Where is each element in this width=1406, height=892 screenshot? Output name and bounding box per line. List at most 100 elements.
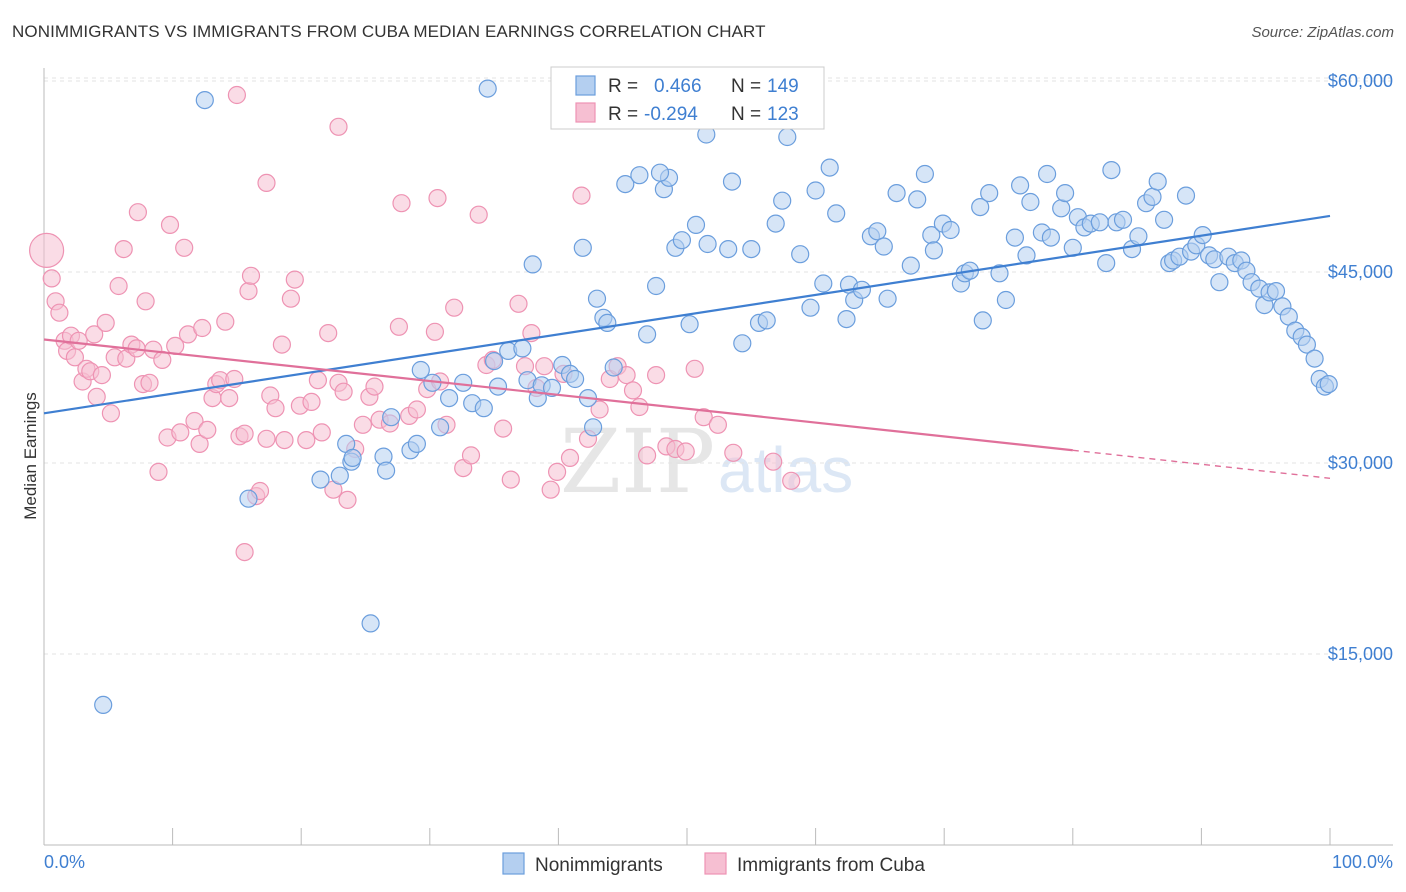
y-axis-title: Median Earnings	[21, 392, 40, 520]
cuba-immigrant-point	[329, 117, 348, 136]
nonimmigrant-point	[887, 184, 906, 203]
nonimmigrant-point	[971, 198, 990, 217]
nonimmigrant-point	[573, 238, 592, 257]
nonimmigrant-point	[604, 358, 623, 377]
nonimmigrant-point	[1005, 228, 1025, 247]
trend-lines	[43, 214, 1331, 479]
nonimmigrant-point	[1021, 192, 1040, 212]
nonimmigrant-point	[361, 614, 380, 633]
nonimmigrant-point	[1113, 210, 1133, 229]
nonimmigrant-point	[411, 360, 430, 380]
nonimmigrant-point	[1041, 228, 1061, 247]
nonimmigrant-point	[523, 255, 542, 274]
y-tick-label: $15,000	[1328, 644, 1393, 664]
cuba-immigrant-point	[235, 424, 254, 443]
cuba-immigrant-point	[407, 400, 426, 419]
cuba-immigrant-point	[42, 269, 61, 288]
nonimmigrant-point	[239, 489, 258, 508]
nonimmigrant-point	[698, 234, 717, 254]
cuba-immigrant-point	[297, 431, 316, 450]
nonimmigrant-point	[778, 127, 797, 147]
nonimmigrant-point	[474, 399, 493, 418]
nonimmigrant-point	[801, 298, 820, 317]
cuba-immigrant-point	[185, 411, 204, 431]
nonimmigrant-point	[377, 461, 396, 480]
cuba-immigrant-point	[572, 186, 591, 205]
nonimmigrant-point	[868, 222, 887, 241]
nonimmigrants-trend-line	[43, 214, 1331, 415]
nonimmigrant-point	[343, 448, 362, 467]
x-axis-ticks	[43, 828, 1331, 845]
cuba-immigrant-point	[425, 322, 444, 341]
cuba-immigrant-point	[319, 324, 338, 343]
cuba-immigrant-point	[257, 173, 276, 192]
cuba-immigrant-point	[136, 292, 155, 311]
nonimmigrant-point	[646, 276, 666, 296]
nonimmigrant-point	[766, 214, 785, 233]
nonimmigrant-point	[587, 289, 607, 308]
nonimmigrant-point	[407, 434, 426, 453]
nonimmigrant-point	[996, 290, 1016, 310]
nonimmigrant-point	[311, 470, 330, 489]
legend-r-value-1: 0.466	[654, 76, 702, 97]
nonimmigrant-point	[616, 175, 635, 194]
cuba-immigrant-point	[257, 429, 276, 448]
cuba-immigrant-point	[190, 434, 209, 453]
nonimmigrant-point	[791, 245, 810, 264]
cuba-immigrant-point	[235, 542, 254, 562]
nonimmigrant-point	[827, 204, 846, 223]
nonimmigrant-point	[773, 191, 792, 210]
cuba-immigrant-point	[114, 240, 133, 259]
nonimmigrant-point	[1148, 172, 1167, 191]
cuba-immigrant-point	[541, 480, 560, 499]
cuba-immigrant-point	[216, 312, 235, 331]
cuba-immigrant-point	[494, 419, 513, 438]
cuba-immigrant-point	[171, 423, 190, 442]
nonimmigrant-point	[686, 215, 706, 234]
cuba-immigrant-point	[87, 387, 106, 406]
cuba-immigrant-point	[275, 431, 294, 450]
nonimmigrant-point	[990, 264, 1009, 283]
cuba-immigrant-point	[365, 377, 384, 396]
nonimmigrant-point	[1102, 161, 1121, 180]
legend-n-label-2: N =	[731, 104, 761, 125]
watermark-atlas: atlas	[718, 434, 853, 506]
nonimmigrant-point	[806, 181, 825, 200]
nonimmigrant-point	[837, 310, 856, 329]
legend-r-label-2: R =	[608, 104, 638, 125]
cuba-immigrant-point	[220, 389, 239, 408]
cuba-immigrant-point	[630, 397, 649, 417]
cuba-trend-line-extension	[1072, 449, 1331, 479]
nonimmigrant-point	[924, 241, 944, 260]
nonimmigrant-point	[1319, 375, 1338, 394]
nonimmigrant-point	[973, 311, 992, 330]
scatter-points	[28, 79, 1338, 715]
cuba-immigrant-point	[101, 404, 121, 423]
cuba-immigrant-point	[175, 238, 194, 257]
nonimmigrant-point	[980, 184, 999, 203]
nonimmigrant-point	[719, 240, 738, 259]
nonimmigrant-point	[382, 408, 401, 427]
cuba-immigrant-point	[28, 232, 65, 268]
nonimmigrant-point	[1210, 273, 1229, 292]
cuba-immigrant-point	[764, 452, 783, 471]
cuba-immigrant-point	[227, 85, 246, 105]
nonimmigrant-point	[814, 274, 833, 293]
nonimmigrant-point	[542, 378, 562, 397]
nonimmigrant-point	[908, 190, 927, 209]
legend-swatch-pink	[575, 102, 596, 123]
cuba-immigrant-point	[461, 446, 481, 465]
legend-swatch-blue	[575, 75, 596, 96]
cuba-immigrant-point	[547, 462, 567, 481]
x-tick-label-max: 100.0%	[1332, 852, 1393, 872]
cuba-immigrant-point	[302, 392, 321, 411]
cuba-immigrant-point	[501, 470, 520, 489]
nonimmigrant-point	[583, 418, 603, 437]
legend-r-label-1: R =	[608, 76, 638, 97]
cuba-immigrant-point	[140, 373, 159, 392]
legend-r-value-2: -0.294	[644, 104, 698, 125]
legend-n-value-1: 149	[767, 76, 799, 97]
cuba-immigrant-point	[272, 335, 291, 354]
cuba-immigrant-point	[509, 294, 528, 313]
